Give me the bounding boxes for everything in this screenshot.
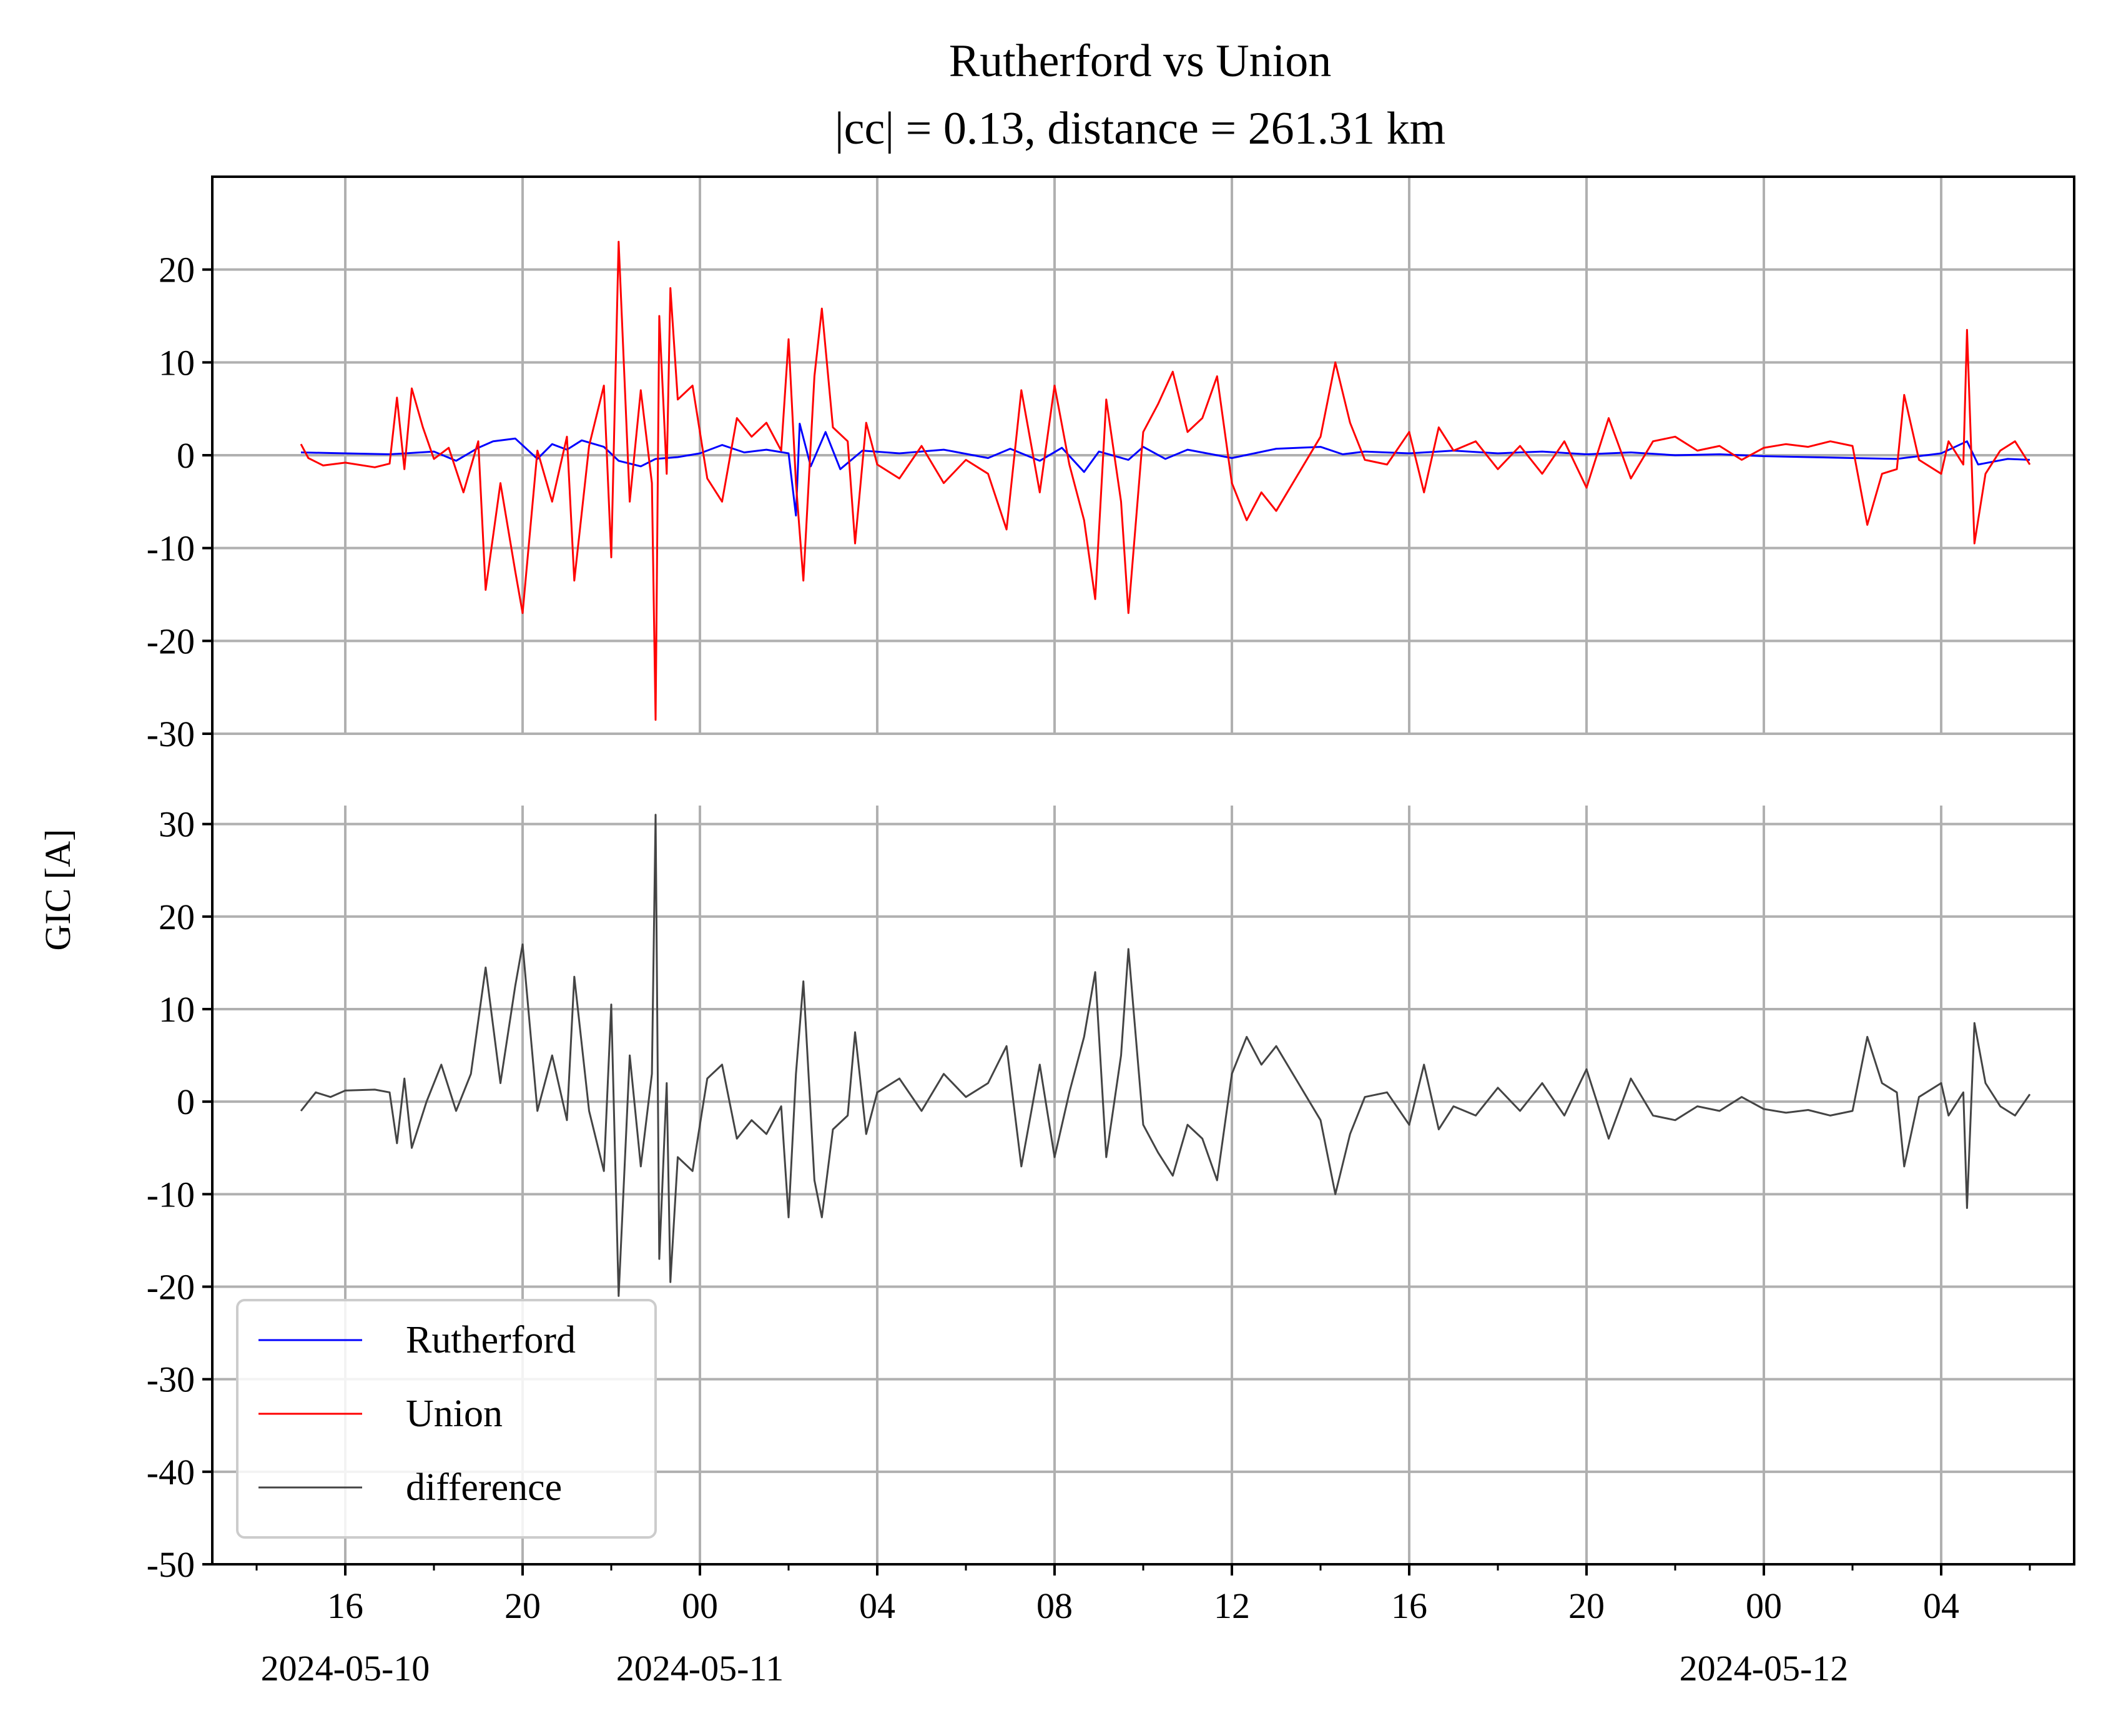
x-tick-label: 16 (327, 1586, 363, 1626)
x-tick-label: 20 (1568, 1586, 1605, 1626)
y-tick-label: -20 (147, 1266, 195, 1307)
legend-label-union: Union (406, 1393, 503, 1435)
chart-subtitle: |cc| = 0.13, distance = 261.31 km (835, 103, 1445, 154)
y-tick-label: 20 (159, 250, 195, 290)
x-tick-label: 04 (1923, 1586, 1959, 1626)
y-tick-label: 0 (177, 435, 195, 476)
axes: -30 -20 -10 0 10 20 -50 -40 -30 -20 -10 0 10 20 30 16 20… (147, 175, 2075, 1689)
x-tick-label: 12 (1214, 1586, 1250, 1626)
series-line-difference (300, 814, 2031, 1297)
grid-lines (212, 177, 2074, 1566)
legend-label-difference: difference (406, 1466, 562, 1509)
x-tick-label: 00 (1746, 1586, 1782, 1626)
y-tick-label: 10 (159, 989, 195, 1030)
y-axis-label: GIC [A] (37, 829, 78, 951)
x-tick-label: 16 (1391, 1586, 1427, 1626)
series-line-union (300, 240, 2031, 721)
data-series (300, 240, 2031, 1297)
y-tick-label: -40 (147, 1452, 195, 1492)
series-line-rutherford (300, 423, 2030, 517)
x-tick-label: 00 (682, 1586, 718, 1626)
y-tick-label: -10 (147, 1174, 195, 1215)
x-date-label: 2024-05-11 (616, 1648, 784, 1689)
y-tick-label: 20 (159, 897, 195, 937)
y-tick-label: -30 (147, 1359, 195, 1400)
x-tick-label: 08 (1036, 1586, 1073, 1626)
legend: Rutherford Union difference (236, 1299, 657, 1539)
x-tick-label: 20 (504, 1586, 541, 1626)
y-tick-label: 10 (159, 342, 195, 383)
x-date-label: 2024-05-10 (261, 1648, 430, 1689)
legend-box (236, 1299, 657, 1539)
y-tick-label: -50 (147, 1544, 195, 1585)
x-tick-label: 04 (859, 1586, 895, 1626)
chart-title: Rutherford vs Union (949, 36, 1332, 87)
x-date-label: 2024-05-12 (1680, 1648, 1849, 1689)
y-tick-label: -30 (147, 714, 195, 754)
y-tick-label: 0 (177, 1082, 195, 1122)
y-tick-label: -10 (147, 528, 195, 569)
legend-label-rutherford: Rutherford (406, 1319, 576, 1361)
y-tick-label: -20 (147, 621, 195, 661)
y-tick-label: 30 (159, 804, 195, 845)
